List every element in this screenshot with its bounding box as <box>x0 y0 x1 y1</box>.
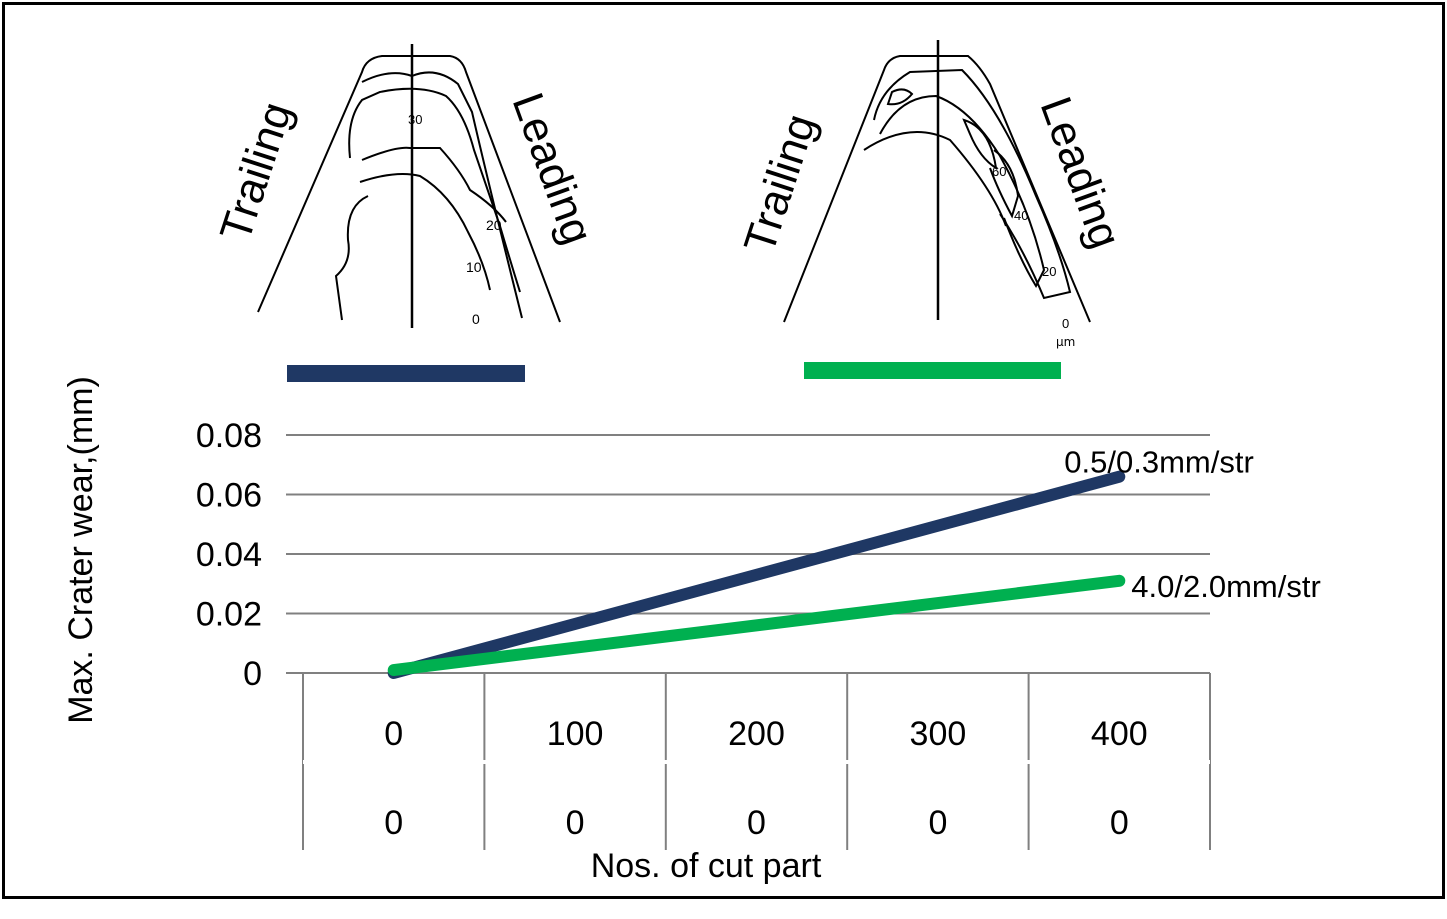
x-tick-label: 0 <box>384 715 403 753</box>
series-label-1: 0.5/0.3mm/str <box>1064 445 1254 480</box>
leading-label-2: Leading <box>1031 91 1131 255</box>
figure-frame <box>2 2 1445 899</box>
contour-label: 10 <box>466 259 482 275</box>
x-tick-label-row2: 0 <box>928 804 947 842</box>
y-tick-label: 0 <box>243 655 262 693</box>
contour-label: 20 <box>486 217 502 233</box>
legend-bar-series-1 <box>287 365 525 382</box>
y-tick-label: 0.02 <box>196 596 262 634</box>
legend-bar-series-2 <box>804 362 1061 379</box>
x-tick-label-row2: 0 <box>747 804 766 842</box>
trailing-label-1: Trailing <box>211 96 302 247</box>
wear-pattern-image-1: 30 20 10 0 <box>257 44 561 328</box>
contour-label: μm <box>1056 335 1075 349</box>
y-tick-label: 0.08 <box>196 417 262 455</box>
y-axis-label: Max. Crater wear,(mm) <box>62 376 100 724</box>
wear-pattern-image-2: 60 40 20 0 μm <box>783 40 1091 349</box>
series-line-2 <box>387 574 1126 677</box>
x-tick-label-row2: 0 <box>566 804 585 842</box>
x-tick-label: 100 <box>547 715 604 753</box>
contour-label: 0 <box>472 311 480 327</box>
contour-label: 40 <box>1014 208 1028 223</box>
x-tick-label: 400 <box>1091 715 1148 753</box>
x-tick-label-row2: 0 <box>1110 804 1129 842</box>
x-tick-label: 300 <box>910 715 967 753</box>
contour-label: 20 <box>1042 264 1056 279</box>
trailing-label-2: Trailing <box>735 108 826 259</box>
plot-area: 0 0.02 0.04 0.06 0.08 0 0 100 0 200 0 300 0 400 0 0.5/0… <box>196 417 1321 850</box>
y-tick-label: 0.04 <box>196 536 262 574</box>
contour-label: 30 <box>408 112 422 127</box>
series-label-2: 4.0/2.0mm/str <box>1131 569 1321 604</box>
contour-label: 60 <box>992 164 1006 179</box>
x-tick-label-row2: 0 <box>384 804 403 842</box>
series-line-1 <box>387 470 1126 679</box>
x-axis-label: Nos. of cut part <box>591 847 822 885</box>
y-tick-label: 0.06 <box>196 477 262 515</box>
leading-label-1: Leading <box>503 87 603 251</box>
contour-label: 0 <box>1062 316 1069 331</box>
x-tick-label: 200 <box>728 715 785 753</box>
